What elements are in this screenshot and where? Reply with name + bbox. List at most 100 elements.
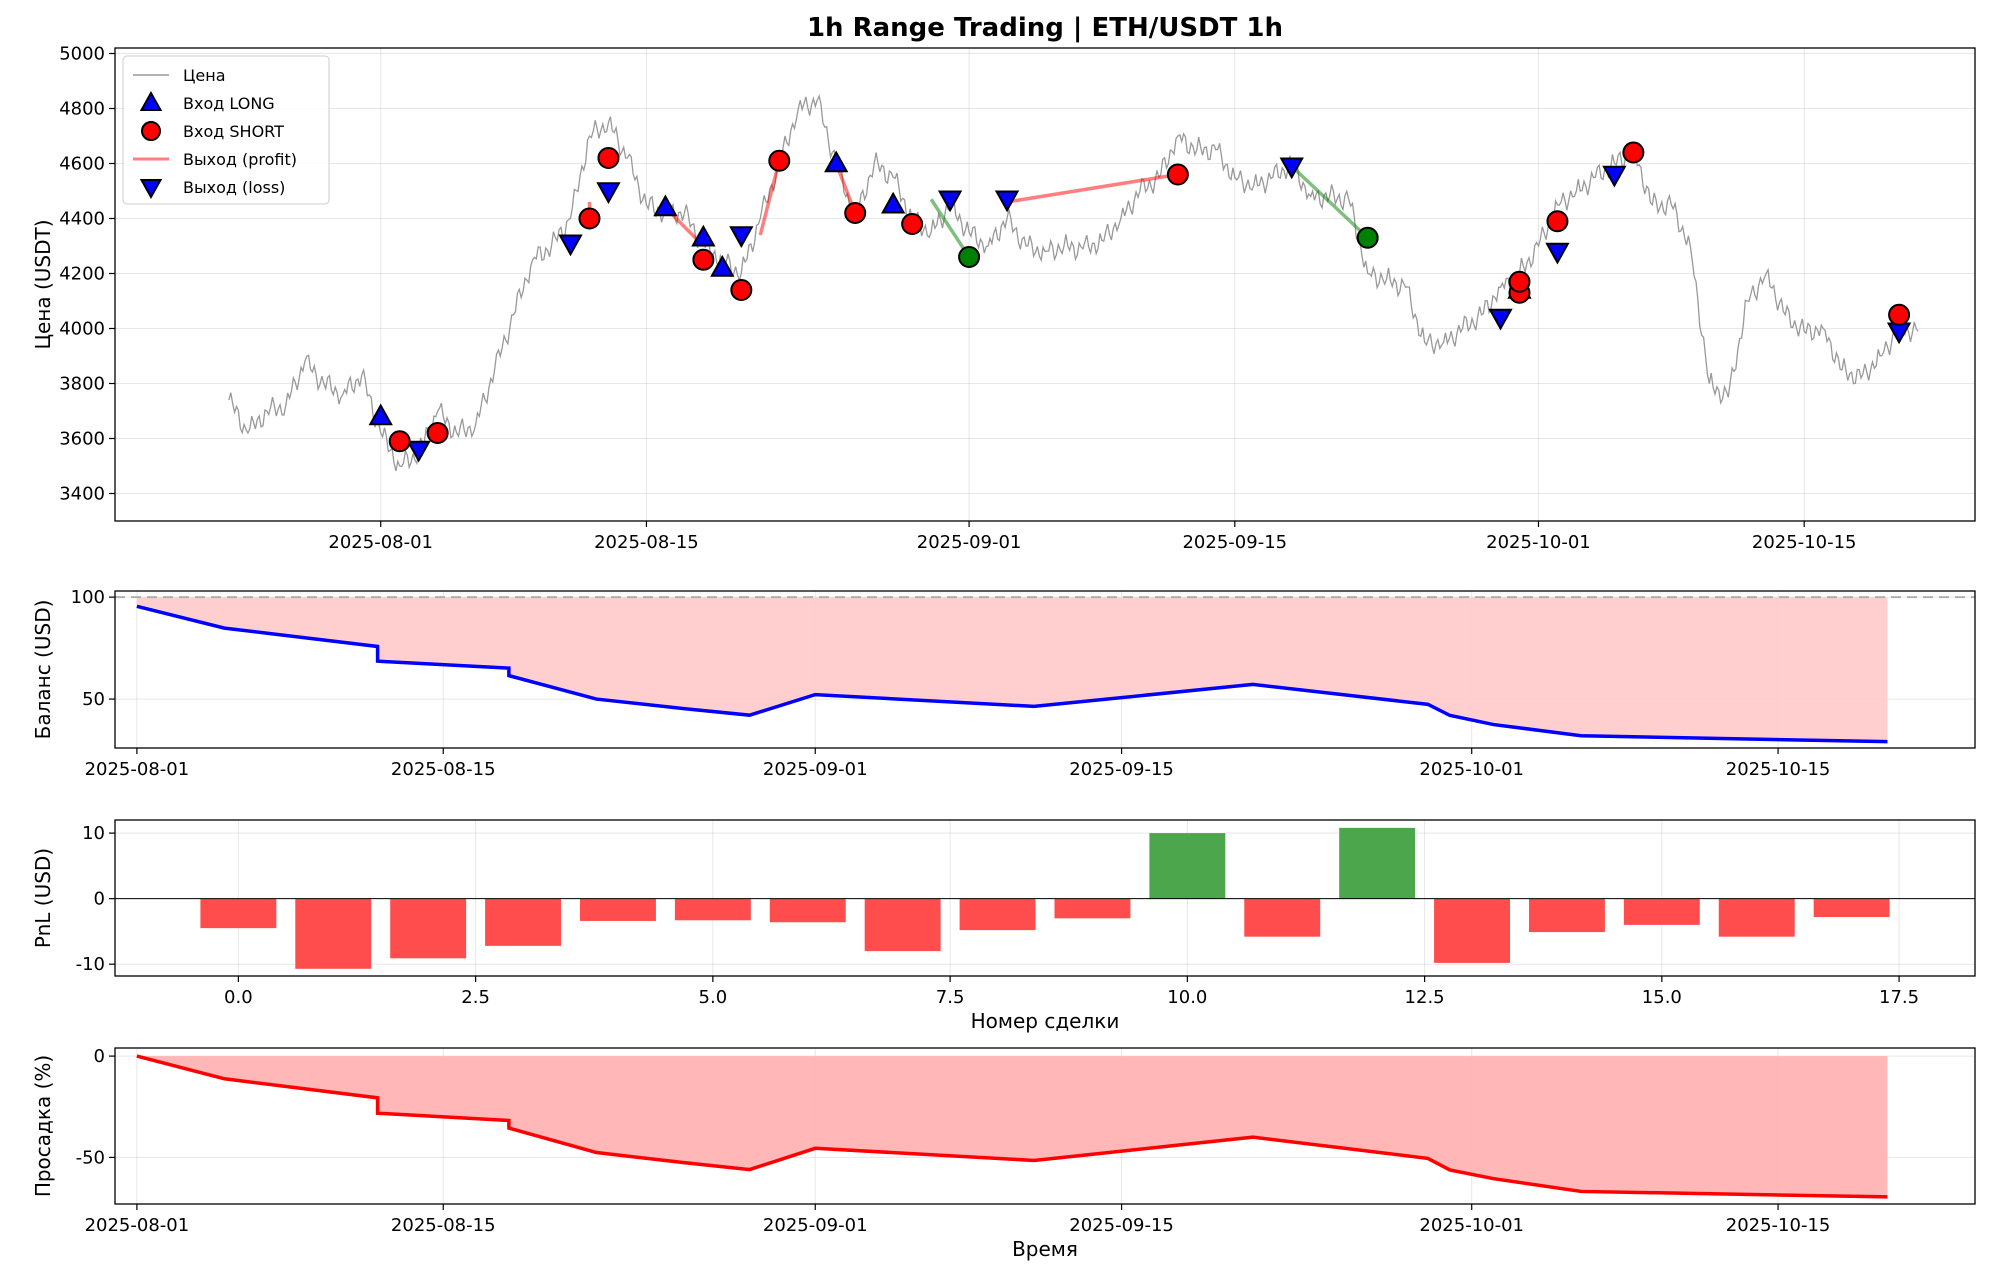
legend-swatch-short <box>141 121 161 141</box>
loss-exit-marker <box>1279 157 1304 180</box>
trade-line <box>929 198 971 258</box>
pnl-bar <box>485 898 562 946</box>
loss-exit-marker <box>596 182 621 205</box>
balance-xtick-label: 2025-08-15 <box>391 759 496 780</box>
pnl-bar <box>390 898 467 959</box>
price-ytick-label: 4000 <box>59 319 105 340</box>
balance-line <box>136 604 1888 744</box>
pnl-bar <box>1434 898 1510 963</box>
short-entry-marker <box>1546 210 1569 233</box>
price-ytick-label: 4200 <box>59 264 105 285</box>
trade-line <box>758 160 781 236</box>
drawdown-xtick-label: 2025-09-01 <box>763 1215 868 1236</box>
long-entry-marker <box>653 194 678 217</box>
pnl-ylabel: PnL (USD) <box>31 848 55 948</box>
short-entry-marker <box>1508 270 1531 293</box>
price-ytick-label: 5000 <box>59 44 105 65</box>
pnl-bar <box>1623 898 1700 925</box>
long-entry-marker <box>368 403 393 426</box>
pnl-bar <box>1813 898 1890 918</box>
pnl-bar <box>1149 833 1226 899</box>
trade-line <box>1006 172 1179 204</box>
drawdown-fill <box>136 1056 1888 1197</box>
pnl-bar <box>200 898 277 929</box>
short-entry-marker <box>388 430 411 453</box>
pnl-bar <box>1718 898 1795 937</box>
loss-exit-marker <box>1545 242 1570 265</box>
profit-exit-marker <box>1356 226 1379 249</box>
price-xtick-label: 2025-09-01 <box>917 532 1022 553</box>
pnl-xtick-label: 17.5 <box>1879 987 1919 1008</box>
balance-xtick-label: 2025-10-01 <box>1419 759 1524 780</box>
balance-panel: 2025-08-01 2025-08-15 2025-09-01 2025-09-15… <box>31 587 1976 780</box>
price-xtick-label: 2025-09-15 <box>1182 532 1287 553</box>
long-entry-marker <box>691 224 716 247</box>
pnl-bar <box>674 898 751 921</box>
balance-fill <box>136 597 1888 742</box>
balance-xtick-label: 2025-09-01 <box>763 759 868 780</box>
legend-label: Цена <box>183 66 226 85</box>
balance-ylabel: Баланс (USD) <box>31 600 55 740</box>
price-ytick-label: 4600 <box>59 154 105 175</box>
legend-label: Вход LONG <box>183 94 275 113</box>
pnl-bar <box>769 898 846 923</box>
pnl-xtick-label: 15.0 <box>1642 987 1682 1008</box>
pnl-xtick-label: 10.0 <box>1167 987 1207 1008</box>
drawdown-panel: 2025-08-01 2025-08-15 2025-09-01 2025-09-15… <box>31 1046 1976 1261</box>
short-entry-marker <box>1622 141 1645 164</box>
pnl-xtick-label: 7.5 <box>936 987 965 1008</box>
price-xtick-label: 2025-08-15 <box>594 532 699 553</box>
short-entry-marker <box>844 202 867 224</box>
pnl-xtick-label: 2.5 <box>461 987 490 1008</box>
pnl-ytick-label: 10 <box>82 823 105 844</box>
short-entry-marker <box>426 422 449 444</box>
pnl-bar <box>1054 898 1131 919</box>
long-entry-marker <box>710 254 735 277</box>
loss-exit-marker <box>1488 308 1513 331</box>
legend-label: Выход (profit) <box>183 150 297 169</box>
short-entry-marker <box>1888 303 1911 326</box>
price-ytick-label: 3600 <box>59 429 105 450</box>
drawdown-xtick-label: 2025-09-15 <box>1069 1215 1174 1236</box>
loss-exit-marker <box>406 440 431 463</box>
price-ytick-label: 3400 <box>59 484 105 505</box>
long-entry-marker <box>881 191 906 214</box>
drawdown-ytick-label: 0 <box>94 1046 105 1067</box>
pnl-bar <box>1339 827 1416 899</box>
short-entry-marker <box>578 207 601 230</box>
price-ylabel: Цена (USDT) <box>31 219 55 349</box>
balance-frame <box>114 590 1976 749</box>
price-ytick-label: 4400 <box>59 209 105 230</box>
pnl-bar <box>1244 898 1321 937</box>
loss-exit-marker <box>994 190 1020 213</box>
loss-exit-marker <box>729 226 754 249</box>
legend-box <box>122 55 330 205</box>
drawdown-frame <box>114 1047 1976 1205</box>
pnl-bar <box>864 898 941 952</box>
trade-line <box>1290 164 1369 240</box>
balance-xtick-label: 2025-08-01 <box>85 759 190 780</box>
price-panel: 2025-08-01 2025-08-15 2025-09-01 2025-09-15… <box>31 44 1976 553</box>
pnl-bar <box>295 898 372 969</box>
short-entry-marker <box>692 248 715 271</box>
pnl-bar <box>1528 898 1605 933</box>
pnl-ytick-label: 0 <box>94 889 105 910</box>
price-xtick-label: 2025-08-01 <box>328 532 433 553</box>
drawdown-ylabel: Просадка (%) <box>31 1055 55 1197</box>
loss-exit-marker <box>1602 165 1627 188</box>
price-ytick-label: 3800 <box>59 374 105 395</box>
short-entry-marker <box>1166 163 1189 186</box>
profit-exit-marker <box>958 246 981 268</box>
price-xtick-label: 2025-10-15 <box>1752 532 1857 553</box>
balance-xtick-label: 2025-09-15 <box>1069 759 1174 780</box>
short-entry-marker <box>768 149 791 172</box>
long-entry-marker <box>824 150 849 173</box>
price-ytick-label: 4800 <box>59 99 105 120</box>
pnl-xtick-label: 12.5 <box>1405 987 1445 1008</box>
legend-label: Вход SHORT <box>183 122 284 141</box>
pnl-bar <box>959 898 1036 931</box>
loss-exit-marker <box>937 190 963 213</box>
pnl-xlabel: Номер сделки <box>971 1009 1120 1033</box>
balance-xtick-label: 2025-10-15 <box>1726 759 1831 780</box>
